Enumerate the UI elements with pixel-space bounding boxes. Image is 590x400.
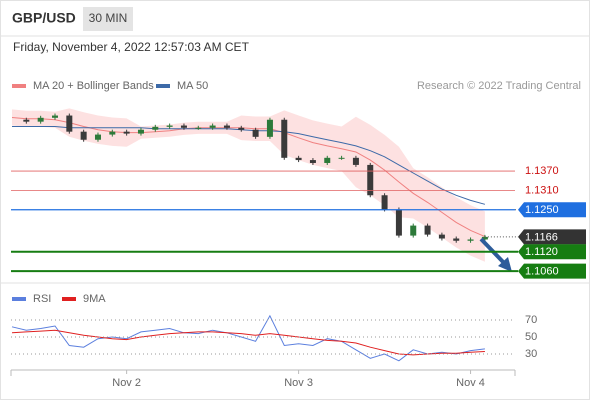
candle [352, 157, 359, 165]
legend-label: 9MA [83, 293, 106, 305]
source: Research © 2022 Trading Central [417, 80, 581, 92]
legend-label: MA 50 [177, 80, 208, 92]
candle [109, 131, 116, 135]
candle [152, 126, 159, 130]
x-tick-label: Nov 3 [284, 377, 313, 389]
rsi-line [11, 329, 485, 356]
candle [453, 238, 460, 241]
candle [23, 119, 30, 122]
level-label: 1.1166 [525, 231, 558, 243]
candle [37, 117, 44, 122]
candle [309, 160, 316, 163]
y-tick-label: 50 [525, 331, 537, 343]
candle [252, 129, 259, 137]
level-label: 1.1120 [525, 246, 558, 258]
candle [180, 125, 187, 128]
level-badge [518, 202, 586, 218]
candle [424, 225, 431, 235]
candle [438, 234, 445, 239]
legend-label: MA 20 + Bollinger Bands [33, 80, 154, 92]
level-label: 1.1370 [525, 165, 559, 177]
interval: 30 MIN [89, 11, 128, 25]
candle [94, 134, 101, 140]
y-tick-label: 70 [525, 314, 537, 326]
candle [137, 129, 144, 134]
symbol: GBP/USD [12, 10, 76, 26]
candle [123, 131, 130, 134]
bollinger-band [12, 108, 485, 262]
candle [195, 127, 202, 129]
level-label: 1.1060 [525, 265, 559, 277]
interval-badge [83, 7, 133, 31]
candle [324, 157, 331, 163]
candle [223, 125, 230, 128]
candle [481, 236, 488, 240]
candle [367, 164, 374, 196]
candle [295, 157, 302, 161]
y-tick-label: 30 [525, 348, 537, 360]
level-label: 1.1310 [525, 184, 559, 196]
candle [410, 225, 417, 236]
timestamp: Friday, November 4, 2022 12:57:03 AM CET [13, 40, 250, 54]
x-tick-label: Nov 2 [112, 377, 141, 389]
candle [166, 125, 173, 127]
forecast-arrow-head [498, 257, 512, 272]
level-label: 1.1250 [525, 204, 559, 216]
candle [266, 119, 273, 137]
candle [338, 157, 345, 159]
candle [209, 125, 216, 128]
legend-label: RSI [33, 293, 51, 305]
candle [281, 119, 288, 158]
level-badge [518, 244, 586, 260]
candle [381, 195, 388, 210]
candle [51, 115, 58, 118]
candle [238, 127, 245, 130]
x-tick-label: Nov 4 [456, 377, 485, 389]
candle [467, 239, 474, 241]
ma-line [12, 126, 486, 205]
candle [395, 209, 402, 236]
level-badge [518, 263, 586, 279]
rsi-line [11, 314, 485, 362]
candle [80, 131, 87, 140]
level-badge [518, 229, 586, 245]
candle [66, 115, 73, 132]
